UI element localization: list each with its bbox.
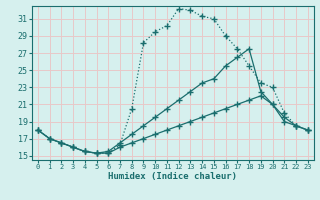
- X-axis label: Humidex (Indice chaleur): Humidex (Indice chaleur): [108, 172, 237, 181]
